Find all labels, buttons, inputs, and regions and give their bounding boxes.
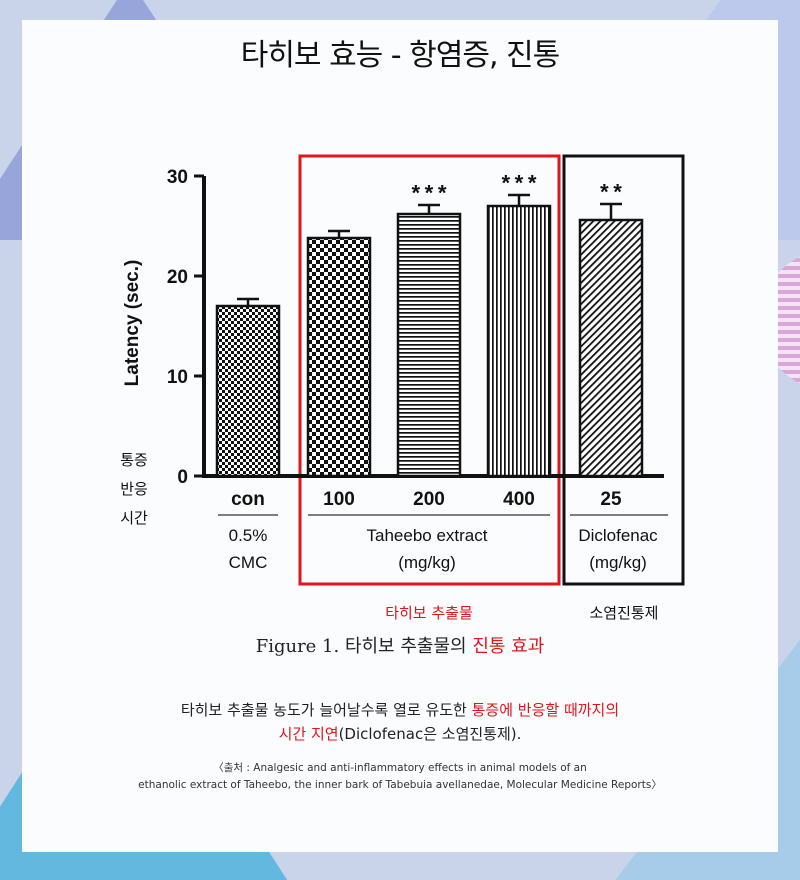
x-tick-label: 200 (413, 489, 445, 510)
group-label-line: 0.5% (229, 526, 268, 545)
taheebo-group-caption: 타히보 추출물 (385, 604, 473, 622)
description-line1-text: 타히보 추출물 농도가 늘어날수록 열로 유도한 (180, 701, 472, 719)
description-line1-highlight: 통증에 반응할 때까지의 (471, 701, 620, 719)
source-line-2: ethanolic extract of Taheebo, the inner … (138, 779, 662, 791)
y-axis-label: Latency (sec.) (122, 260, 143, 387)
description-line-2: 시간 지연(Diclofenac은 소염진통제). (0, 722, 800, 746)
figure-caption: Figure 1. 타히보 추출물의 진통 효과 (0, 632, 800, 658)
y-tick-label: 10 (167, 367, 188, 388)
bar-200 (396, 212, 462, 478)
description: 타히보 추출물 농도가 늘어날수록 열로 유도한 통증에 반응할 때까지의 시간… (0, 698, 800, 746)
y-tick-label: 30 (167, 167, 188, 188)
x-tick-label: 400 (503, 489, 535, 510)
significance-mark: *** (499, 173, 539, 198)
taheebo-group-frame (298, 154, 561, 586)
y-tick-label: 0 (177, 467, 188, 488)
side-label-line-2: 반응 (120, 480, 148, 498)
x-tick-label: 25 (600, 489, 622, 510)
x-tick-label: 100 (323, 489, 355, 510)
control-group-caption: 소염진통제 (589, 604, 658, 622)
bar-100 (306, 236, 372, 478)
group-label-line: CMC (229, 553, 268, 572)
description-line-1: 타히보 추출물 농도가 늘어날수록 열로 유도한 통증에 반응할 때까지의 (0, 698, 800, 722)
description-line2-text: (Diclofenac은 소염진통제). (338, 725, 522, 743)
side-label-line-3: 시간 (120, 509, 148, 527)
source-line-1: 〈출처 : Analgesic and anti-inflammatory ef… (213, 762, 587, 774)
group-label-line: Taheebo extract (367, 526, 488, 545)
side-label-line-1: 통증 (120, 451, 148, 469)
group-label-line: (mg/kg) (589, 553, 647, 572)
significance-mark: *** (409, 183, 449, 208)
group-label-line: (mg/kg) (398, 553, 456, 572)
page-title: 타히보 효능 - 항염증, 진통 (240, 38, 561, 73)
y-tick-label: 20 (167, 267, 188, 288)
bar-25 (578, 218, 644, 478)
significance-mark: ** (598, 182, 624, 207)
bar-con (215, 304, 281, 478)
figure-caption-prefix: Figure 1. 타히보 추출물의 (255, 636, 473, 657)
y-side-korean-label: 통증 반응 시간 (120, 451, 148, 527)
x-tick-label: con (231, 489, 265, 510)
figure-caption-highlight: 진통 효과 (472, 636, 545, 657)
source-citation: 〈출처 : Analgesic and anti-inflammatory ef… (0, 760, 800, 794)
plot-area: 0 10 20 30 con 100 *** 200 *** 400 ** 25 0.5% CMC Tahe… (167, 167, 668, 572)
group-label-line: Diclofenac (578, 526, 658, 545)
bar-400 (486, 204, 552, 478)
description-line2-highlight: 시간 지연 (278, 725, 339, 743)
diclofenac-group-frame (562, 154, 685, 586)
